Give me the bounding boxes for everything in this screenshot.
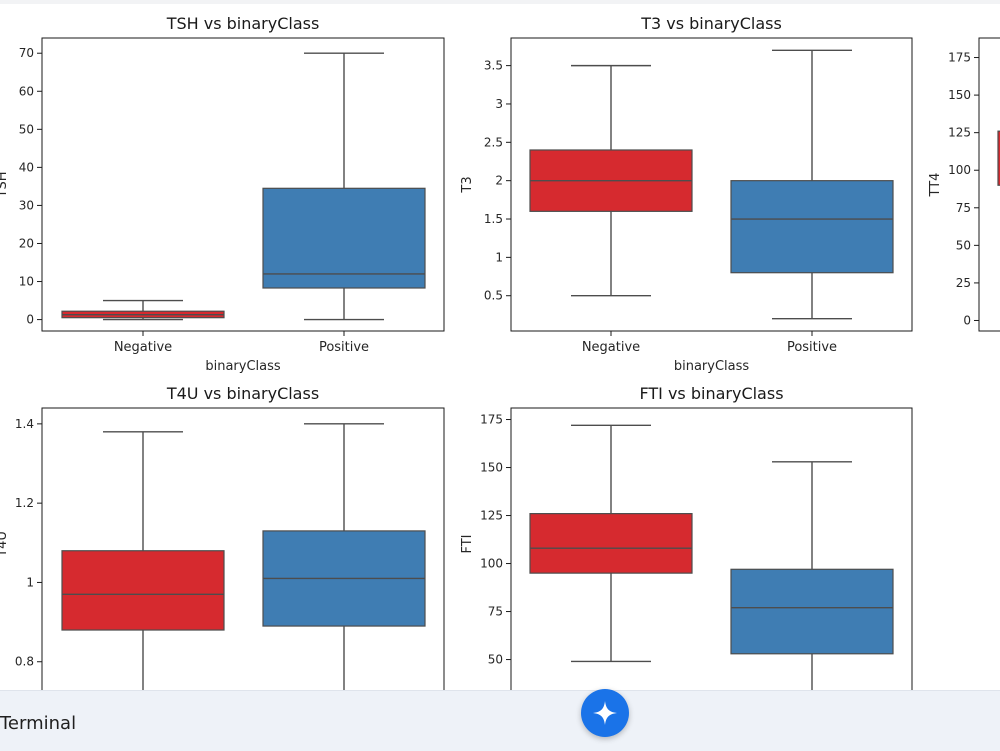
y-tick-label: 20 [19, 236, 34, 250]
box-negative [61, 550, 225, 631]
chart-title: T3 vs binaryClass [640, 14, 782, 33]
y-tick-label: 70 [19, 46, 34, 60]
chart-panel-4: 0.60.811.21.4NegativePositiveT4U vs bina… [0, 384, 445, 690]
x-tick-label: Negative [114, 340, 172, 355]
y-axis-label: TT4 [928, 173, 943, 198]
y-tick-label: 40 [19, 160, 34, 174]
x-tick-label: Positive [787, 340, 837, 355]
box-negative [529, 513, 693, 574]
x-axis-label: binaryClass [205, 359, 281, 374]
y-tick-label: 50 [956, 238, 971, 252]
y-axis-label: FTI [460, 534, 475, 553]
y-tick-label: 60 [19, 84, 34, 98]
x-tick-label: Positive [319, 340, 369, 355]
y-tick-label: 75 [956, 201, 971, 215]
assistant-button[interactable] [581, 689, 629, 737]
y-axis-label: T3 [460, 176, 475, 193]
y-tick-label: 75 [488, 605, 503, 619]
plot-frame [41, 37, 445, 332]
y-tick-label: 125 [480, 509, 503, 523]
y-tick-label: 175 [480, 413, 503, 427]
chart-panel-2: 0.5 1 1.5 2 2.5 3 3.5 Negative Positive T3 vs bin… [460, 14, 913, 374]
y-tick-label: 2 [495, 174, 503, 188]
y-tick-label: 1 [26, 575, 34, 589]
y-tick-label: 0.8 [15, 655, 34, 669]
box-positive [262, 187, 426, 289]
terminal-tab[interactable]: Terminal [0, 713, 77, 734]
y-axis-label: TSH [0, 172, 10, 199]
chart-panel-5: 255075100125150175NegativePositiveFTI vs… [460, 384, 913, 690]
y-tick-label: 175 [948, 51, 971, 65]
chart-title: TSH vs binaryClass [166, 14, 320, 33]
y-tick-label: 50 [19, 122, 34, 136]
chart-title: FTI vs binaryClass [639, 384, 783, 403]
bottom-panel-bar: Terminal [0, 689, 1000, 751]
chart-panel-3: 0 25 50 75 100 125 150 175 TT4 [928, 37, 1000, 332]
y-tick-label: 10 [19, 275, 34, 289]
y-tick-label: 150 [948, 88, 971, 102]
x-tick-label: Negative [582, 340, 640, 355]
y-axis-label: T4U [0, 531, 10, 558]
y-tick-label: 3 [495, 97, 503, 111]
y-tick-label: 125 [948, 126, 971, 140]
y-tick-label: 30 [19, 198, 34, 212]
x-axis-label: binaryClass [674, 359, 750, 374]
y-tick-label: 50 [488, 653, 503, 667]
plot-frame [510, 37, 913, 332]
box-positive [730, 568, 894, 655]
y-tick-label: 3.5 [484, 59, 503, 73]
y-tick-label: 1.4 [15, 417, 34, 431]
y-tick-label: 1 [495, 250, 503, 264]
plot-frame [41, 407, 445, 690]
plot-frame [978, 37, 1000, 332]
y-tick-label: 0.5 [484, 289, 503, 303]
top-strip [0, 0, 1000, 4]
y-tick-label: 100 [480, 557, 503, 571]
sparkle-icon [593, 701, 617, 725]
y-tick-label: 2.5 [484, 135, 503, 149]
chart-panel-1: 0 10 20 30 40 50 60 70 Negative Positive TSH vs bi… [0, 14, 445, 374]
box-positive [730, 180, 894, 274]
plot-frame [510, 407, 913, 690]
y-tick-label: 1.2 [15, 496, 34, 510]
box-partial [997, 130, 1000, 186]
y-tick-label: 1.5 [484, 212, 503, 226]
y-tick-label: 25 [956, 276, 971, 290]
y-tick-label: 0 [963, 313, 971, 327]
y-tick-label: 150 [480, 461, 503, 475]
y-tick-label: 0 [26, 313, 34, 327]
y-tick-label: 100 [948, 163, 971, 177]
chart-title: T4U vs binaryClass [166, 384, 319, 403]
